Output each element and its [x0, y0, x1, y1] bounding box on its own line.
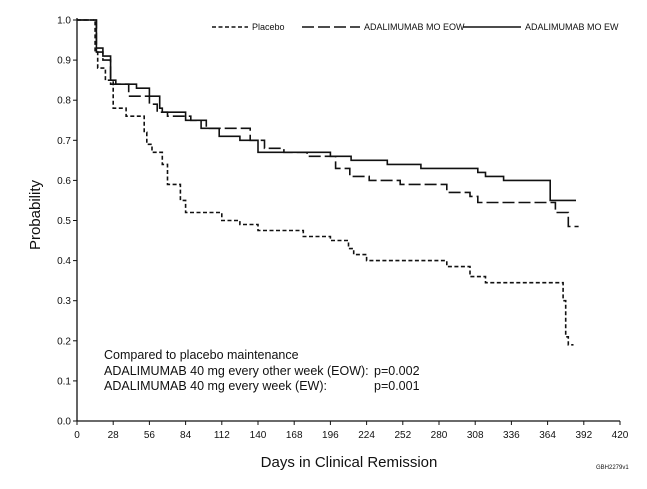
y-axis-label: Probability — [27, 179, 44, 250]
y-tick-label: 0.2 — [57, 336, 71, 347]
y-tick-label: 0.1 — [57, 376, 71, 387]
x-tick-label: 392 — [575, 430, 592, 441]
y-tick-label: 0.7 — [57, 136, 71, 147]
x-tick-label: 168 — [286, 430, 303, 441]
x-tick-label: 308 — [467, 430, 484, 441]
x-axis-ticks: 0 28 56 84 112 140 168 196 224 252 280 308 336 364 392… — [74, 421, 629, 441]
figure-code: GBH2279v1 — [596, 465, 629, 471]
x-tick-label: 56 — [144, 430, 156, 441]
y-tick-label: 0.6 — [57, 176, 71, 187]
y-tick-label: 0.3 — [57, 296, 71, 307]
stats-annotation: Compared to placebo maintenance ADALIMUM… — [104, 348, 420, 393]
x-tick-label: 364 — [539, 430, 556, 441]
x-tick-label: 112 — [214, 430, 230, 441]
series-line-adalimumab-mo-eow — [77, 19, 579, 228]
x-tick-label: 140 — [250, 430, 267, 441]
series-line-adalimumab-mo-ew — [77, 19, 576, 202]
legend-label-adalimumab-mo-ew: ADALIMUMAB MO EW — [525, 22, 619, 32]
legend: Placebo ADALIMUMAB MO EOW ADALIMUMAB MO EW — [212, 22, 619, 32]
y-axis-ticks: 0.0 0.1 0.2 0.3 0.4 0.5 0.6 0.7 0.8 0.9 1.0 — [57, 16, 77, 428]
y-tick-label: 1.0 — [57, 16, 71, 27]
x-tick-label: 280 — [431, 430, 448, 441]
series-line-placebo — [77, 19, 574, 346]
annotation-p-ew: p=0.001 — [374, 379, 420, 393]
annotation-label-eow: ADALIMUMAB 40 mg every other week (EOW): — [104, 364, 369, 378]
x-tick-label: 0 — [74, 430, 80, 441]
annotation-title: Compared to placebo maintenance — [104, 348, 299, 362]
y-tick-label: 0.5 — [57, 216, 71, 227]
series-lines — [77, 19, 579, 346]
y-tick-label: 0.8 — [57, 96, 71, 107]
x-tick-label: 84 — [180, 430, 192, 441]
x-tick-label: 28 — [108, 430, 120, 441]
annotation-p-eow: p=0.002 — [374, 364, 420, 378]
y-tick-label: 0.4 — [57, 256, 71, 267]
annotation-label-ew: ADALIMUMAB 40 mg every week (EW): — [104, 379, 327, 393]
x-tick-label: 420 — [612, 430, 629, 441]
y-tick-label: 0.0 — [57, 417, 71, 428]
legend-label-placebo: Placebo — [252, 22, 285, 32]
x-axis-label: Days in Clinical Remission — [261, 454, 438, 471]
y-tick-label: 0.9 — [57, 56, 71, 67]
x-tick-label: 336 — [503, 430, 520, 441]
axes — [76, 18, 620, 422]
x-tick-label: 224 — [358, 430, 375, 441]
legend-label-adalimumab-mo-eow: ADALIMUMAB MO EOW — [364, 22, 465, 32]
x-tick-label: 196 — [322, 430, 339, 441]
x-tick-label: 252 — [394, 430, 411, 441]
